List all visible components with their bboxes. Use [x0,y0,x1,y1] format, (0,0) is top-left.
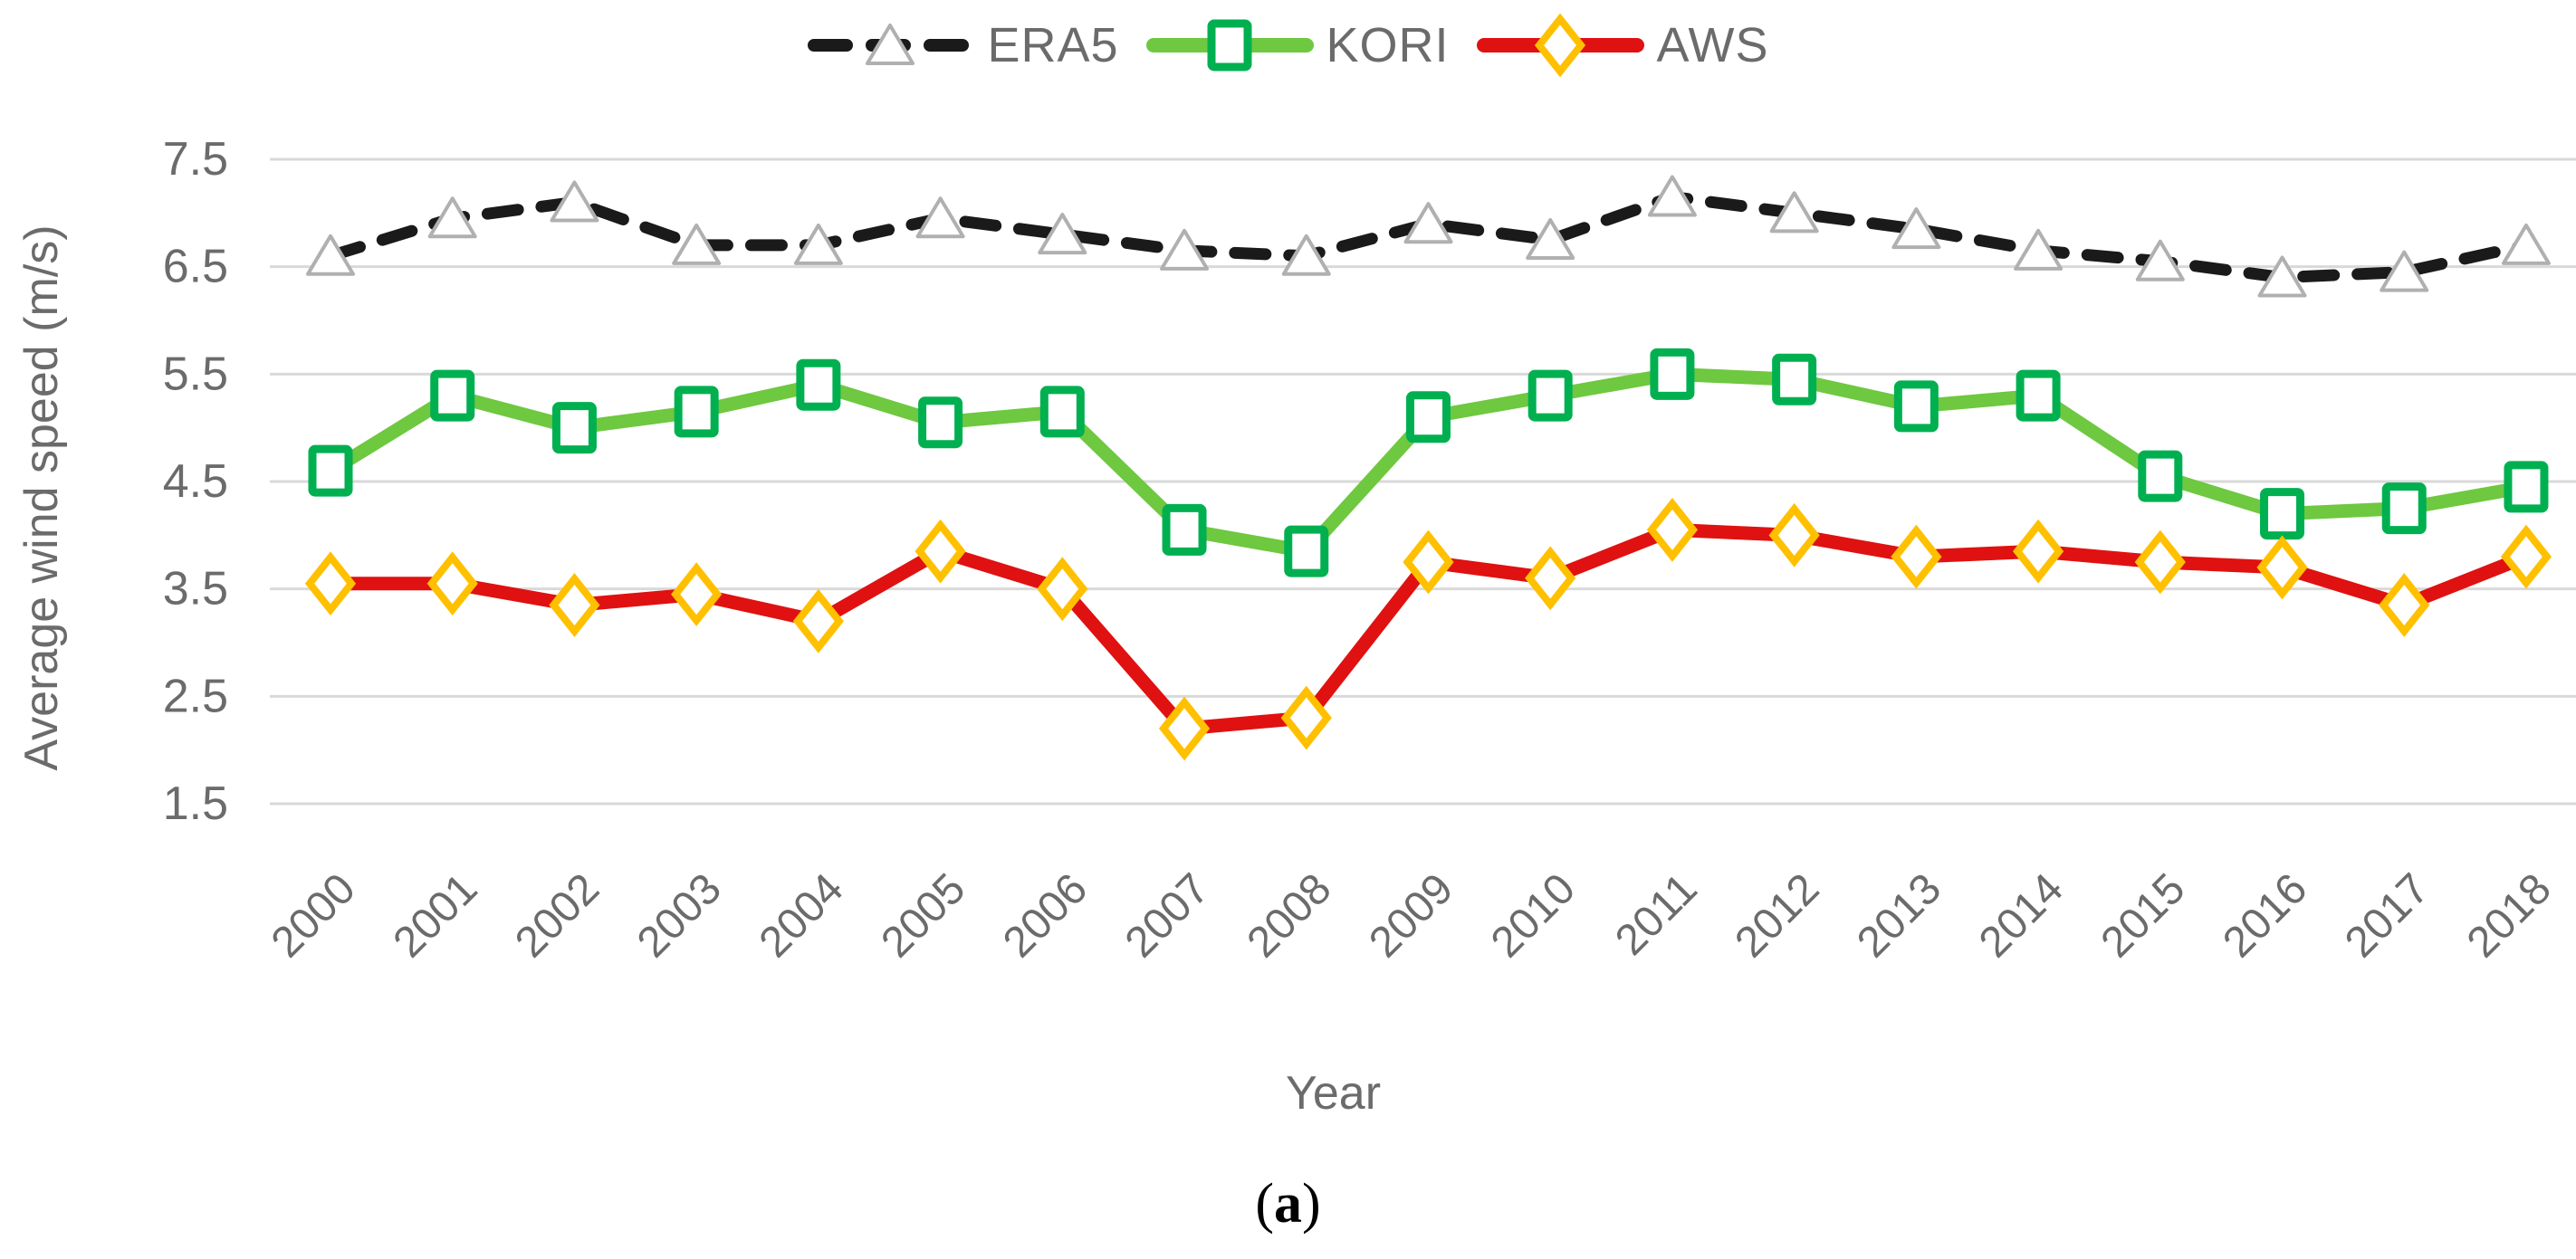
kori-marker [2381,482,2427,535]
y-tick-label: 5.5 [163,348,228,400]
kori-marker [551,402,597,454]
era5-marker [306,234,355,276]
aws-marker [304,551,357,616]
era5-marker [915,196,965,239]
y-axis-tick-labels: 7.5 6.5 5.5 4.5 3.5 2.5 1.5 [163,133,228,830]
aws-marker [1158,696,1211,761]
kori-marker [1650,348,1695,400]
y-tick-label: 7.5 [163,133,228,186]
aws-marker [2012,519,2064,584]
y-tick-label: 2.5 [163,670,228,722]
x-tick-label: 2006 [994,864,1096,967]
era5-marker [2014,228,2064,271]
era5-marker [1403,202,1453,244]
kori-marker [2138,450,2183,502]
y-axis-title: Average wind speed (m/s) [15,224,68,771]
x-tick-label: 2000 [263,864,365,967]
aws-marker [915,519,966,584]
era5-marker [2257,255,2307,298]
era5-marker [2380,250,2429,292]
x-tick-label: 2005 [872,864,974,967]
kori-marker [1039,386,1085,438]
x-tick-label: 2004 [751,864,853,967]
kori-marker [308,444,353,497]
x-tick-label: 2015 [2092,864,2195,967]
x-tick-label: 2014 [1970,864,2073,967]
subfigure-caption: (a) [1255,1173,1321,1235]
aws-marker [2134,529,2186,595]
era5-marker [1769,191,1819,234]
era5-marker [2135,239,2185,281]
aws-marker [1525,546,1576,611]
x-tick-label: 2002 [506,864,608,967]
kori-marker [430,369,475,422]
kori-marker [2260,488,2305,540]
aws-marker [426,551,478,616]
aws-marker [2256,535,2308,600]
gridlines [270,157,2576,806]
era5-marker [1038,213,1087,255]
x-tick-label: 2007 [1116,864,1219,967]
x-tick-label: 2013 [1848,864,1950,967]
x-tick-label: 2016 [2214,864,2316,967]
x-axis-title: Year [1285,1067,1382,1120]
x-tick-label: 2017 [2336,864,2438,967]
era5-marker [1891,207,1941,250]
kori-marker [1284,525,1329,577]
era5-marker [793,223,843,265]
x-tick-label: 2012 [1726,864,1828,967]
aws-marker [1037,557,1088,622]
x-tick-label: 2008 [1239,864,1341,967]
aws-marker [2379,573,2430,637]
aws-marker [1403,529,1454,595]
series-era5 [306,175,2551,298]
y-tick-label: 3.5 [163,563,228,615]
kori-marker [674,386,719,438]
kori-marker [918,396,963,449]
series-aws [304,497,2552,761]
x-tick-label: 2001 [385,864,487,967]
y-tick-label: 4.5 [163,455,228,508]
era5-marker [427,196,477,239]
kori-marker [2504,461,2549,513]
subfigure-caption-letter: a [1274,1173,1302,1235]
x-axis-tick-labels: 2000 2001 2002 2003 2004 2005 2006 2007 2008 2009… [263,864,2561,967]
kori-marker [1772,353,1817,405]
era5-marker [2501,223,2551,265]
kori-marker [2016,369,2061,422]
x-tick-label: 2003 [628,864,731,967]
era5-marker [1526,218,1575,260]
aws-marker [792,588,844,653]
aws-marker [1891,524,1942,589]
kori-marker [1162,503,1207,556]
x-tick-label: 2011 [1606,864,1706,964]
aws-marker [671,562,723,627]
aws-marker [2500,524,2552,589]
kori-marker [1893,380,1939,433]
x-tick-label: 2009 [1360,864,1462,967]
era5-marker [550,180,599,223]
kori-marker [1527,369,1573,422]
era5-marker [1160,228,1210,271]
series-kori [308,348,2549,577]
aws-marker [1768,502,1820,568]
kori-marker [796,358,841,411]
y-tick-label: 1.5 [163,777,228,830]
x-tick-label: 2018 [2458,864,2561,967]
y-tick-label: 6.5 [163,241,228,293]
aws-marker [1280,685,1332,750]
era5-marker [1647,175,1697,217]
x-tick-label: 2010 [1482,864,1585,967]
aws-marker [549,573,600,637]
kori-marker [1405,391,1451,444]
era5-marker [672,223,722,265]
aws-marker [1646,497,1699,562]
era5-marker [1281,234,1331,276]
